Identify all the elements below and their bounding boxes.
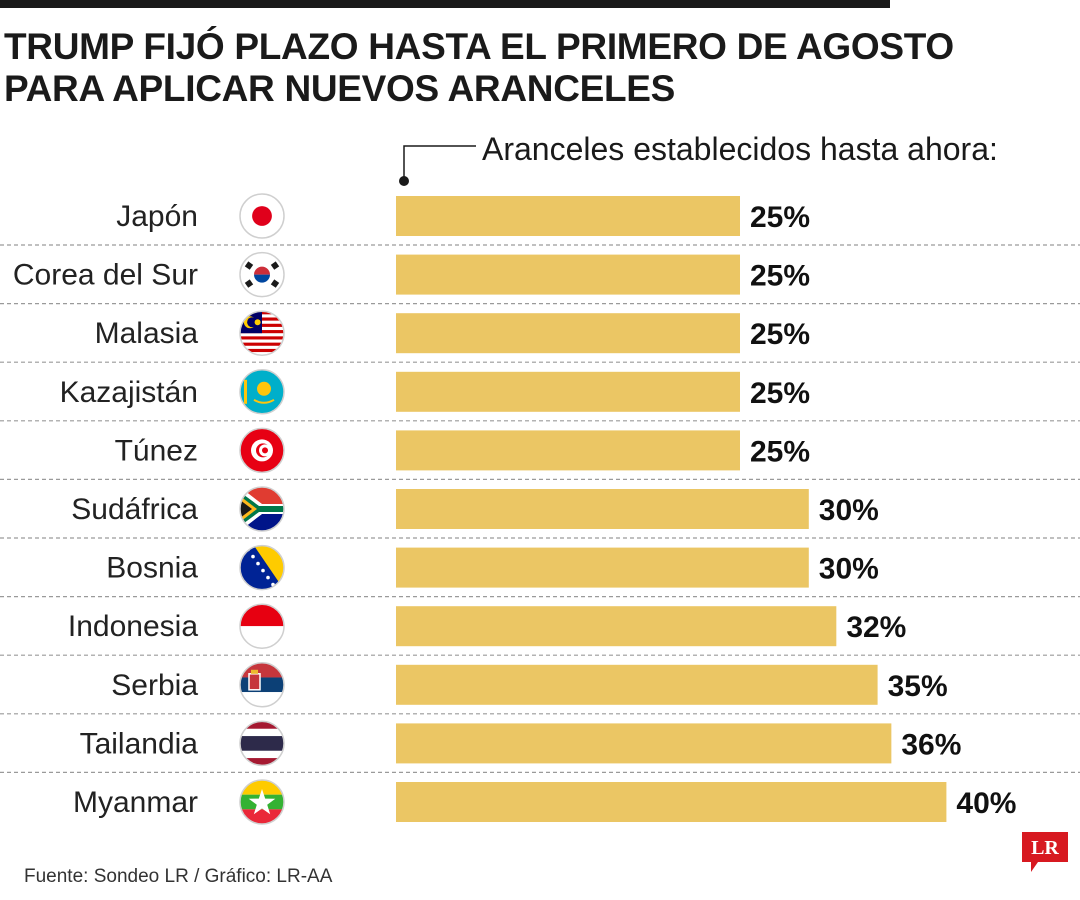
bar	[396, 489, 809, 529]
value-label: 30%	[819, 494, 879, 527]
value-label: 40%	[956, 787, 1016, 820]
flag-ring	[239, 720, 285, 767]
value-label: 25%	[750, 260, 810, 293]
country-label: Sudáfrica	[71, 493, 198, 526]
bar	[396, 606, 837, 647]
bar	[396, 254, 740, 295]
country-label: Serbia	[111, 669, 198, 702]
flag-ring	[239, 369, 285, 415]
country-label: Tailandia	[80, 727, 199, 760]
tunisia-flag-icon	[240, 428, 284, 473]
title-line-2: PARA APLICAR NUEVOS ARANCELES	[4, 68, 676, 109]
logo-text: LR	[1031, 837, 1059, 859]
bosnia-flag-icon	[240, 545, 284, 590]
bar	[396, 782, 947, 822]
value-label: 32%	[846, 611, 906, 644]
country-label: Malasia	[95, 317, 199, 350]
value-label: 30%	[819, 553, 879, 586]
title-line-1: TRUMP FIJÓ PLAZO HASTA EL PRIMERO DE AGO…	[4, 26, 954, 67]
lr-logo: LR	[1022, 832, 1068, 872]
country-label: Kazajistán	[60, 376, 198, 409]
annotation-text: Aranceles establecidos hasta ahora:	[482, 131, 998, 167]
flag-ring	[239, 603, 285, 649]
value-label: 25%	[750, 318, 810, 351]
country-label: Bosnia	[106, 552, 198, 585]
flag-ring	[239, 486, 285, 532]
bar	[396, 430, 740, 471]
annotation-dot	[399, 176, 409, 186]
chart-title: TRUMP FIJÓ PLAZO HASTA EL PRIMERO DE AGO…	[4, 26, 1004, 110]
flag-ring	[239, 779, 285, 825]
flag-ring	[239, 193, 285, 239]
bar	[396, 664, 878, 705]
source-note: Fuente: Sondeo LR / Gráfico: LR-AA	[24, 866, 333, 887]
value-label: 25%	[750, 201, 810, 234]
bar	[396, 547, 809, 588]
value-label: 35%	[888, 670, 948, 703]
top-rule	[0, 0, 890, 8]
value-label: 25%	[750, 435, 810, 468]
flag-ring	[239, 427, 285, 474]
country-label: Myanmar	[73, 786, 198, 819]
flag-ring	[239, 662, 285, 708]
kazakhstan-flag-icon	[240, 369, 284, 414]
flag-ring	[239, 544, 285, 591]
south-korea-flag-icon	[240, 252, 284, 297]
country-label: Corea del Sur	[13, 259, 198, 292]
value-label: 36%	[901, 728, 961, 761]
country-label: Túnez	[115, 434, 198, 467]
japan-flag-icon	[240, 194, 284, 238]
south-africa-flag-icon	[240, 487, 284, 531]
bar	[396, 313, 740, 354]
bar	[396, 371, 740, 412]
bar	[396, 723, 892, 764]
flag-ring	[239, 251, 285, 298]
thailand-flag-icon	[240, 721, 284, 766]
value-label: 25%	[750, 377, 810, 410]
bar	[396, 196, 740, 236]
country-label: Japón	[116, 200, 198, 233]
flag-ring	[239, 310, 285, 356]
country-label: Indonesia	[68, 610, 198, 643]
annotation-leader	[403, 145, 476, 180]
indonesia-flag-icon	[240, 604, 284, 649]
